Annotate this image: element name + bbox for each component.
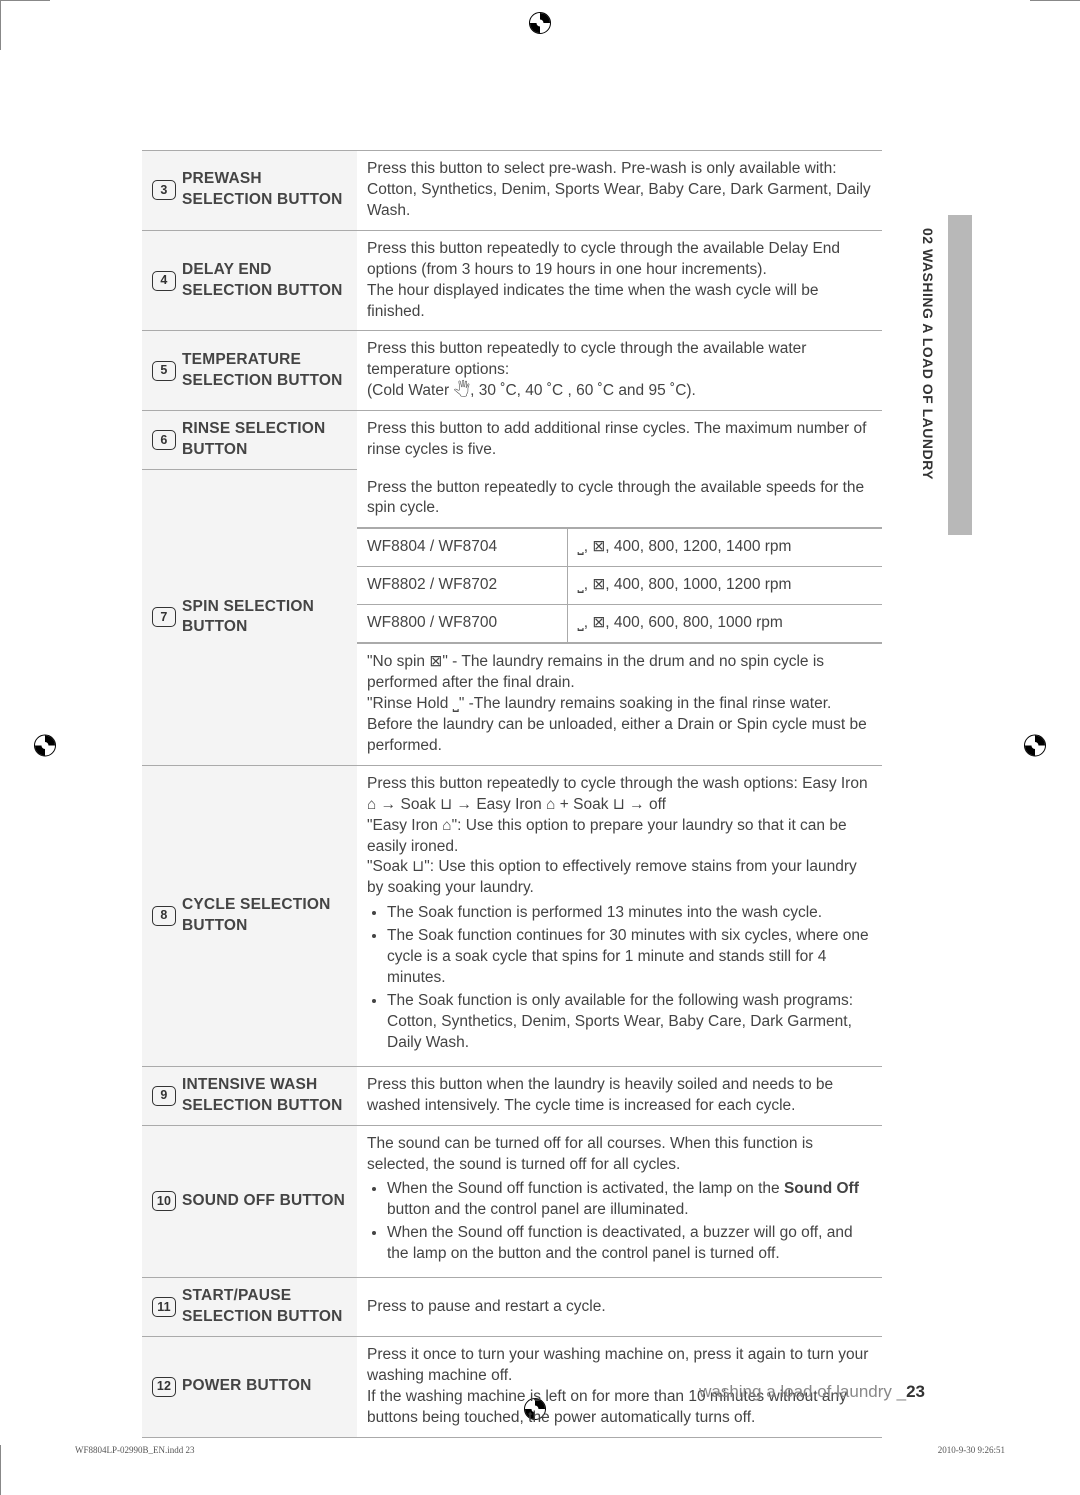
step-number: 9 [152,1086,176,1106]
row-prewash: 3 PREWASH SELECTION BUTTON Press this but… [142,151,882,231]
step-number: 8 [152,906,176,926]
sound-intro: The sound can be turned off for all cour… [367,1134,872,1176]
model-speeds: ⎵, ⊠, 400, 800, 1200, 1400 rpm [567,529,882,567]
spin-models-table: WF8804 / WF8704⎵, ⊠, 400, 800, 1200, 140… [357,528,882,643]
model-speeds: ⎵, ⊠, 400, 800, 1000, 1200 rpm [567,567,882,605]
label-title: START/PAUSE SELECTION BUTTON [182,1286,343,1328]
cycle-intro: Press this button repeatedly to cycle th… [367,774,872,900]
step-number: 5 [152,361,176,381]
bullet-item: The Soak function is performed 13 minute… [387,903,872,924]
side-tab-text: 02 WASHING A LOAD OF LAUNDRY [920,228,936,480]
step-number: 3 [152,180,176,200]
label-title: DELAY END SELECTION BUTTON [182,260,343,302]
step-number: 6 [152,430,176,450]
model-row: WF8802 / WF8702⎵, ⊠, 400, 800, 1000, 120… [357,567,882,605]
desc-cell: Press this button to add additional rins… [357,411,882,470]
page-content: 3 PREWASH SELECTION BUTTON Press this but… [142,150,882,1438]
label-title: TEMPERATURE SELECTION BUTTON [182,350,343,392]
label-title: POWER BUTTON [182,1376,312,1397]
row-spin: 7 SPIN SELECTION BUTTON Press the button … [142,470,882,766]
step-number: 10 [152,1191,176,1211]
desc-text: Press to pause and restart a cycle. [367,1298,606,1315]
model-name: WF8800 / WF8700 [357,605,567,643]
label-title: CYCLE SELECTION BUTTON [182,895,331,937]
row-rinse: 6 RINSE SELECTION BUTTON Press this butto… [142,411,882,470]
desc-text: Press this button repeatedly to cycle th… [367,240,840,320]
label-cell: 10 SOUND OFF BUTTON [142,1125,357,1278]
model-row: WF8804 / WF8704⎵, ⊠, 400, 800, 1200, 140… [357,529,882,567]
label-cell: 3 PREWASH SELECTION BUTTON [142,151,357,231]
row-start-pause: 11 START/PAUSE SELECTION BUTTON Press to … [142,1278,882,1337]
desc-text: Press this button when the laundry is he… [367,1076,833,1114]
desc-text: Press this button to select pre-wash. Pr… [367,160,871,219]
desc-cell: Press to pause and restart a cycle. [357,1278,882,1337]
footer-label: washing a load of laundry _ [699,1382,906,1401]
label-cell: 9 INTENSIVE WASH SELECTION BUTTON [142,1066,357,1125]
label-title: RINSE SELECTION BUTTON [182,419,325,461]
label-cell: 7 SPIN SELECTION BUTTON [142,470,357,766]
spin-notes: "No spin ⊠" - The laundry remains in the… [357,643,882,765]
print-date: 2010-9-30 9:26:51 [938,1445,1005,1455]
label-cell: 5 TEMPERATURE SELECTION BUTTON [142,331,357,411]
row-temperature: 5 TEMPERATURE SELECTION BUTTON Press this… [142,331,882,411]
bullet-item: The Soak function continues for 30 minut… [387,926,872,989]
registration-mark [1024,734,1046,761]
bullet-item: When the Sound off function is activated… [387,1179,872,1221]
desc-cell: Press this button repeatedly to cycle th… [357,331,882,411]
model-speeds: ⎵, ⊠, 400, 600, 800, 1000 rpm [567,605,882,643]
label-title: SPIN SELECTION BUTTON [182,597,314,639]
indd-filename: WF8804LP-02990B_EN.indd 23 [75,1445,195,1455]
step-number: 4 [152,271,176,291]
label-title: PREWASH SELECTION BUTTON [182,169,343,211]
step-number: 12 [152,1377,176,1397]
desc-cell: The sound can be turned off for all cour… [357,1125,882,1278]
controls-table: 3 PREWASH SELECTION BUTTON Press this but… [142,150,882,1438]
model-name: WF8802 / WF8702 [357,567,567,605]
desc-cell: Press the button repeatedly to cycle thr… [357,470,882,766]
model-row: WF8800 / WF8700⎵, ⊠, 400, 600, 800, 1000… [357,605,882,643]
label-cell: 12 POWER BUTTON [142,1336,357,1437]
desc-text: Press this button to add additional rins… [367,420,866,458]
page-footer: washing a load of laundry _23 [699,1382,925,1402]
desc-cell: Press this button repeatedly to cycle th… [357,230,882,331]
cycle-bullets: The Soak function is performed 13 minute… [367,903,872,1053]
row-intensive: 9 INTENSIVE WASH SELECTION BUTTON Press t… [142,1066,882,1125]
crop-mark [0,1445,50,1495]
sound-bullets: When the Sound off function is activated… [367,1179,872,1265]
registration-mark [34,734,56,761]
step-number: 11 [152,1297,176,1317]
row-delay-end: 4 DELAY END SELECTION BUTTON Press this b… [142,230,882,331]
crop-mark [1030,0,1080,50]
bullet-item: The Soak function is only available for … [387,991,872,1054]
label-title: INTENSIVE WASH SELECTION BUTTON [182,1075,343,1117]
label-cell: 6 RINSE SELECTION BUTTON [142,411,357,470]
row-cycle: 8 CYCLE SELECTION BUTTON Press this butto… [142,765,882,1066]
desc-cell: Press this button when the laundry is he… [357,1066,882,1125]
bullet-item: When the Sound off function is deactivat… [387,1223,872,1265]
crop-mark [0,0,50,50]
row-sound-off: 10 SOUND OFF BUTTON The sound can be turn… [142,1125,882,1278]
desc-cell: Press this button to select pre-wash. Pr… [357,151,882,231]
step-number: 7 [152,607,176,627]
desc-text: Press this button repeatedly to cycle th… [367,340,806,399]
side-tab [948,215,972,535]
model-name: WF8804 / WF8704 [357,529,567,567]
page-number: 23 [906,1382,925,1401]
label-cell: 4 DELAY END SELECTION BUTTON [142,230,357,331]
label-cell: 11 START/PAUSE SELECTION BUTTON [142,1278,357,1337]
spin-intro: Press the button repeatedly to cycle thr… [357,470,882,529]
label-title: SOUND OFF BUTTON [182,1191,345,1212]
desc-cell: Press this button repeatedly to cycle th… [357,765,882,1066]
label-cell: 8 CYCLE SELECTION BUTTON [142,765,357,1066]
registration-mark [529,12,551,39]
